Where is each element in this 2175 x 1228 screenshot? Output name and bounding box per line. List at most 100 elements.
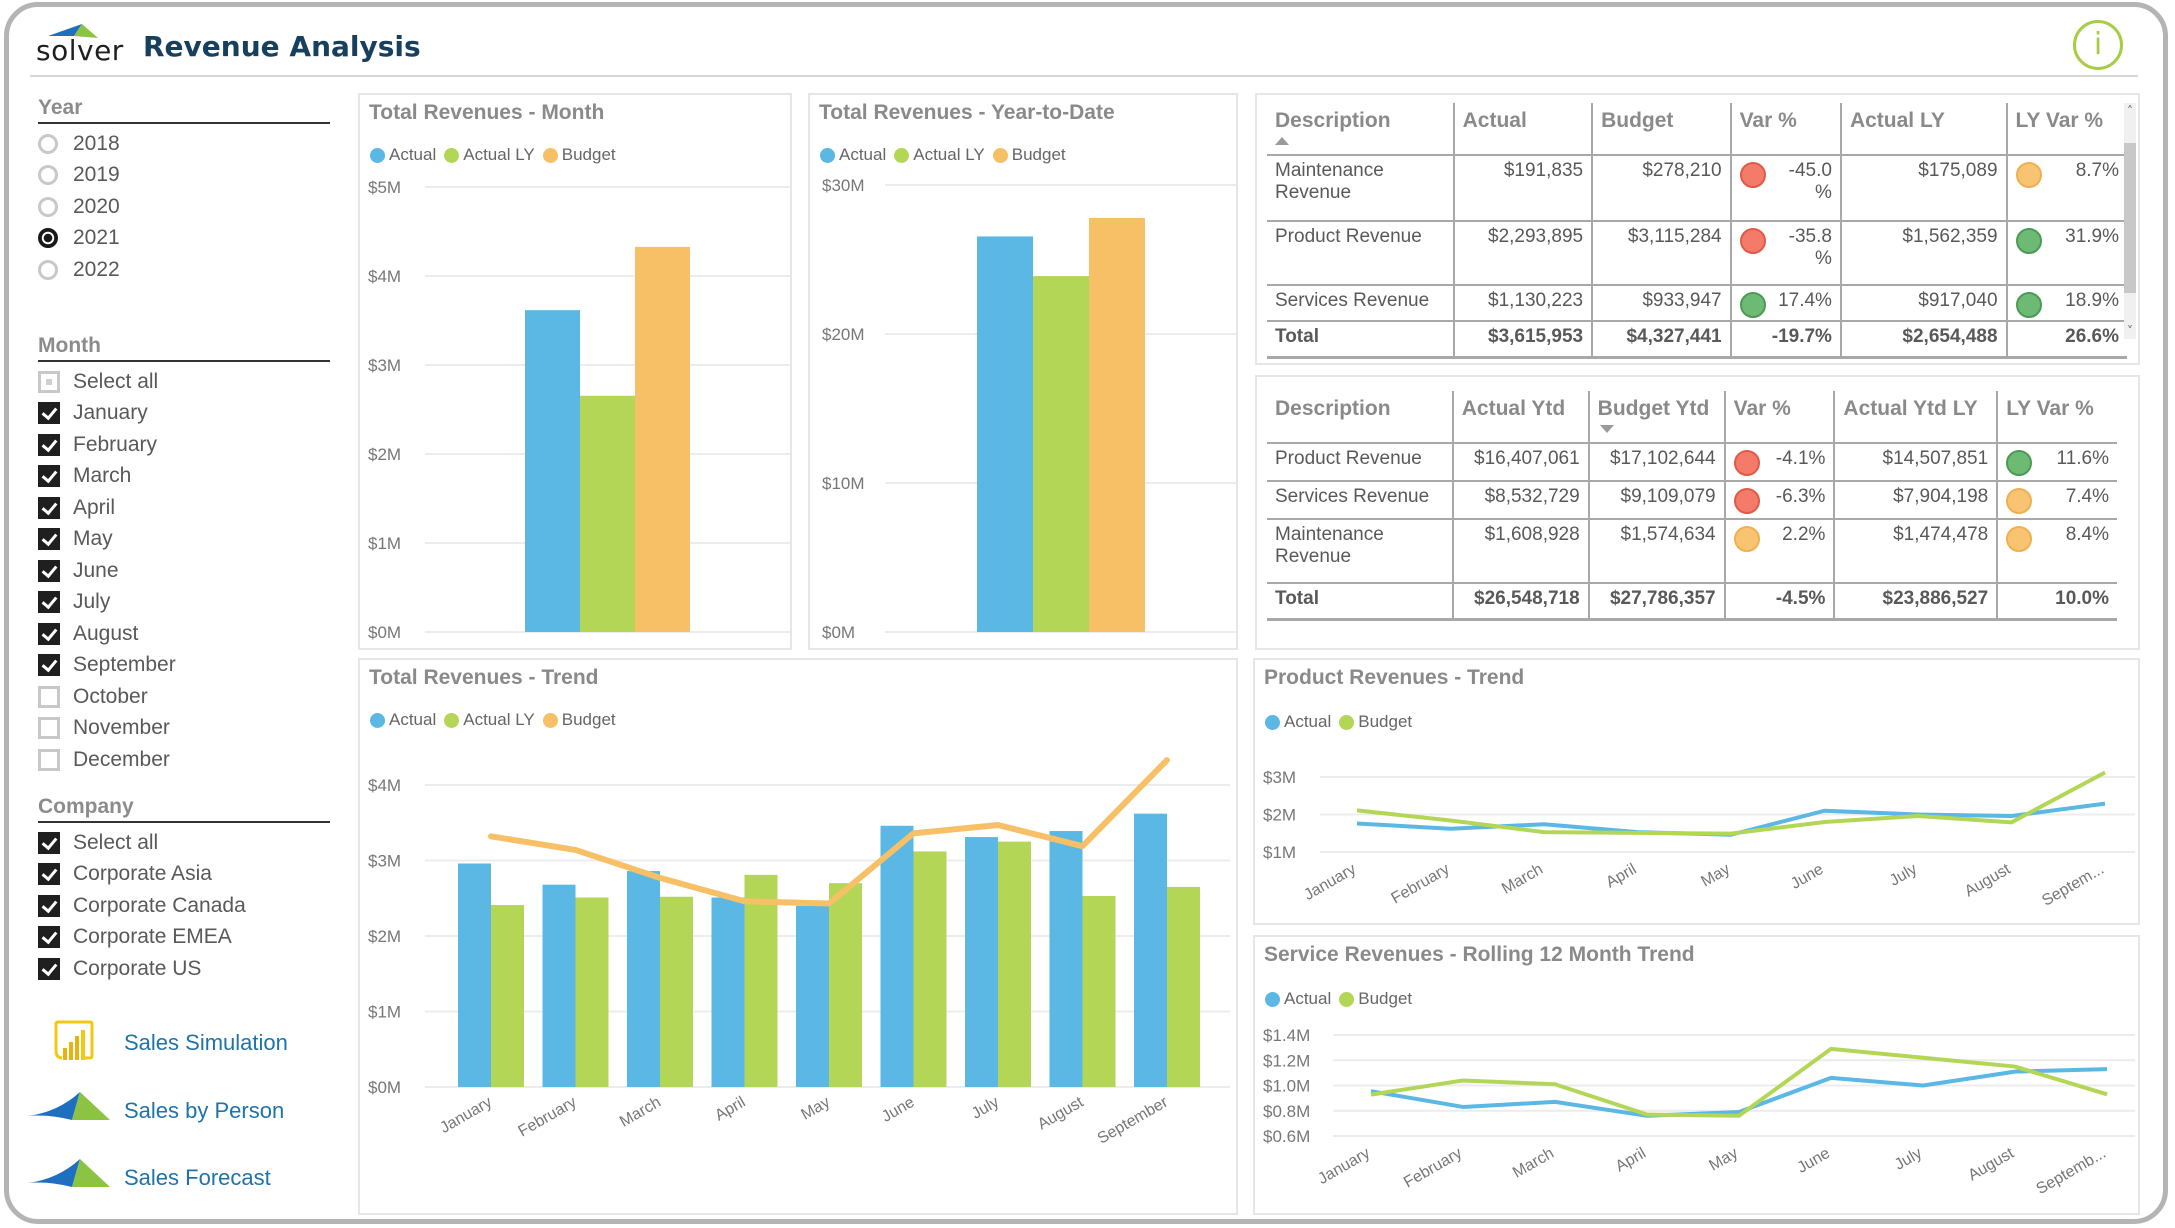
legend-item-actual[interactable]: Actual	[820, 145, 886, 165]
checkbox-checked-icon[interactable]	[38, 831, 60, 854]
legend-item-actual[interactable]: Actual	[1265, 989, 1331, 1009]
year-option[interactable]: 2021	[38, 223, 330, 255]
checkbox-partial-icon[interactable]	[38, 370, 60, 393]
month-slicer: Month Select all January February March Apri…	[38, 334, 330, 776]
month-option[interactable]: July	[38, 587, 330, 619]
checkbox-checked-icon[interactable]	[38, 465, 60, 488]
column-header[interactable]: Description	[1267, 391, 1453, 443]
legend-item-actual[interactable]: Actual	[1265, 712, 1331, 732]
column-header[interactable]: Actual Ytd	[1451, 391, 1589, 443]
month-option[interactable]: June	[38, 555, 330, 587]
column-header[interactable]: Actual LY	[1839, 103, 2007, 155]
legend-item-actual[interactable]: Actual	[370, 710, 436, 730]
table-row[interactable]: Services Revenue $1,130,223 $933,947 17.4% $…	[1267, 284, 2127, 321]
company-option[interactable]: Corporate Canada	[38, 890, 330, 922]
legend-label: Actual	[1284, 989, 1332, 1008]
cell-var-pct: 17.4%	[1729, 284, 1841, 321]
radio-selected-icon[interactable]	[38, 228, 58, 249]
cell-ly-var-pct: 31.9%	[2005, 220, 2127, 285]
company-option[interactable]: Corporate US	[38, 953, 330, 985]
checkbox-checked-icon[interactable]	[38, 654, 60, 677]
column-header[interactable]: Budget	[1591, 103, 1731, 155]
cell-ly-var-pct: 8.4%	[1996, 518, 2117, 583]
scroll-up-icon[interactable]: ˄	[2127, 104, 2133, 118]
company-option[interactable]: Select all	[38, 827, 330, 859]
radio-icon[interactable]	[38, 259, 58, 280]
table-row[interactable]: Maintenance Revenue $191,835 $278,210 -45.0…	[1267, 154, 2127, 221]
column-header[interactable]: Description	[1267, 103, 1454, 155]
radio-icon[interactable]	[38, 165, 58, 186]
checkbox-checked-icon[interactable]	[38, 863, 60, 886]
company-option[interactable]: Corporate Asia	[38, 859, 330, 891]
column-header[interactable]: Actual	[1452, 103, 1593, 155]
table-row[interactable]: Product Revenue $2,293,895 $3,115,284 -35.8…	[1267, 220, 2127, 285]
checkbox-unchecked-icon[interactable]	[38, 748, 60, 771]
column-header[interactable]: LY Var %	[1996, 391, 2117, 443]
checkbox-checked-icon[interactable]	[38, 496, 60, 519]
legend-item-budget[interactable]: Budget	[1339, 989, 1412, 1009]
month-option[interactable]: May	[38, 524, 330, 556]
scroll-down-icon[interactable]: ˅	[2127, 324, 2133, 338]
checkbox-checked-icon[interactable]	[38, 894, 60, 917]
y-tick-label: $1M	[368, 534, 401, 553]
column-header[interactable]: Budget Ytd	[1587, 391, 1725, 443]
column-header[interactable]: Var %	[1729, 103, 1841, 155]
month-option[interactable]: Select all	[38, 366, 330, 398]
legend-dot-icon	[444, 712, 460, 728]
checkbox-checked-icon[interactable]	[38, 926, 60, 949]
month-option[interactable]: October	[38, 681, 330, 713]
table-row[interactable]: Maintenance Revenue $1,608,928 $1,574,634 2…	[1267, 518, 2117, 583]
month-option[interactable]: September	[38, 650, 330, 682]
legend-item-budget[interactable]: Budget	[1339, 712, 1412, 732]
month-option[interactable]: August	[38, 618, 330, 650]
year-option[interactable]: 2022	[38, 254, 330, 286]
status-green-icon	[2006, 450, 2033, 476]
year-option[interactable]: 2019	[38, 160, 330, 192]
nav-link-label: Sales Simulation	[124, 1030, 288, 1055]
column-header[interactable]: LY Var %	[2005, 103, 2127, 155]
column-header[interactable]: Var %	[1723, 391, 1835, 443]
total-var-pct: -19.7%	[1729, 320, 1841, 359]
sort-descending-icon[interactable]	[1599, 425, 1614, 433]
legend-item-actual-ly[interactable]: Actual LY	[444, 710, 535, 730]
option-label: 2019	[73, 163, 120, 187]
legend-item-budget[interactable]: Budget	[542, 710, 616, 730]
checkbox-unchecked-icon[interactable]	[38, 717, 60, 740]
info-button[interactable]: i	[2073, 20, 2123, 70]
checkbox-checked-icon[interactable]	[38, 559, 60, 582]
cell-var-pct: -4.1%	[1723, 442, 1835, 481]
radio-icon[interactable]	[38, 196, 58, 217]
chart-legend: Actual Actual LY Budget	[370, 145, 624, 165]
checkbox-checked-icon[interactable]	[38, 528, 60, 551]
cell-actual: $16,407,061	[1451, 442, 1589, 481]
month-option[interactable]: January	[38, 398, 330, 430]
checkbox-checked-icon[interactable]	[38, 591, 60, 614]
checkbox-checked-icon[interactable]	[38, 957, 60, 980]
checkbox-checked-icon[interactable]	[38, 402, 60, 425]
checkbox-unchecked-icon[interactable]	[38, 685, 60, 708]
scrollbar-thumb[interactable]	[2124, 143, 2136, 293]
sort-ascending-icon[interactable]	[1275, 137, 1289, 145]
month-option[interactable]: March	[38, 461, 330, 493]
radio-icon[interactable]	[38, 133, 58, 154]
company-option[interactable]: Corporate EMEA	[38, 922, 330, 954]
legend-item-budget[interactable]: Budget	[992, 145, 1066, 165]
table-scrollbar[interactable]: ˄ ˅	[2124, 103, 2136, 339]
year-option[interactable]: 2018	[38, 128, 330, 160]
legend-item-budget[interactable]: Budget	[542, 145, 616, 165]
table-row[interactable]: Product Revenue $16,407,061 $17,102,644 -4.…	[1267, 442, 2117, 481]
table-row[interactable]: Services Revenue $8,532,729 $9,109,079 -6.3…	[1267, 480, 2117, 519]
month-option[interactable]: April	[38, 492, 330, 524]
legend-item-actual[interactable]: Actual	[370, 145, 436, 165]
year-option[interactable]: 2020	[38, 191, 330, 223]
legend-item-actual-ly[interactable]: Actual LY	[444, 145, 535, 165]
month-option[interactable]: December	[38, 744, 330, 776]
legend-item-actual-ly[interactable]: Actual LY	[894, 145, 985, 165]
line-budget	[1356, 770, 2106, 836]
checkbox-checked-icon[interactable]	[38, 622, 60, 645]
checkbox-checked-icon[interactable]	[38, 433, 60, 456]
column-header[interactable]: Actual Ytd LY	[1833, 391, 1998, 443]
month-option[interactable]: November	[38, 713, 330, 745]
month-option[interactable]: February	[38, 429, 330, 461]
nav-link-label: Sales Forecast	[124, 1165, 271, 1190]
